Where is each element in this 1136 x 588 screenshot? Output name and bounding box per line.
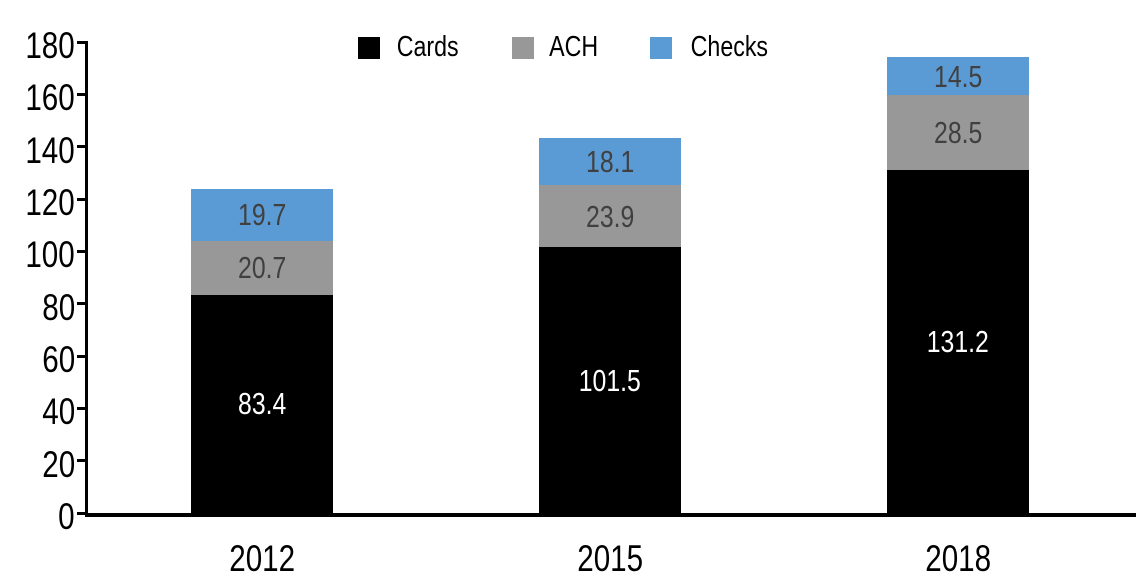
bar-segment-ach-2018: 28.5: [887, 95, 1029, 170]
bar-segment-checks-2012: 19.7: [191, 189, 333, 241]
y-tick-label: 120: [25, 182, 75, 223]
data-label: 83.4: [237, 386, 287, 422]
data-label: 19.7: [237, 197, 287, 233]
legend-swatch-icon: [357, 36, 380, 59]
y-tick-mark: [77, 302, 88, 306]
y-tick-label: 140: [25, 129, 75, 171]
x-axis-line: [85, 513, 1136, 517]
y-tick-label: 100: [25, 234, 75, 276]
bar-segment-ach-2015: 23.9: [539, 184, 681, 248]
y-tick-mark: [77, 197, 88, 201]
y-tick-mark: [77, 92, 88, 96]
legend-item-cards: Cards: [357, 31, 466, 63]
y-tick-label: 40: [42, 391, 75, 433]
legend-swatch-icon: [650, 36, 673, 59]
data-label: 131.2: [926, 323, 990, 359]
bar-segment-checks-2015: 18.1: [539, 137, 681, 185]
legend-swatch-icon: [512, 36, 535, 59]
y-axis-line: [85, 42, 88, 517]
x-tick-label: 2012: [229, 538, 295, 579]
y-tick-mark: [77, 511, 88, 515]
legend-label: ACH: [549, 31, 599, 63]
x-tick-label: 2015: [577, 538, 643, 579]
data-label: 20.7: [237, 250, 287, 286]
chart-legend: Cards ACH Checks: [0, 33, 1136, 62]
bar-segment-cards-2018: 131.2: [887, 169, 1029, 513]
legend-label: Checks: [691, 31, 769, 63]
y-tick-label: 20: [42, 443, 75, 485]
bar-segment-checks-2018: 14.5: [887, 57, 1029, 96]
x-tick-label: 2018: [925, 538, 991, 579]
data-label: 14.5: [933, 58, 983, 94]
y-tick-label: 0: [58, 496, 75, 537]
y-tick-label: 80: [42, 286, 75, 328]
y-tick-mark: [77, 406, 88, 410]
y-tick-mark: [77, 354, 88, 358]
legend-label: Cards: [396, 31, 459, 63]
y-tick-label: 160: [25, 77, 75, 119]
y-tick-mark: [77, 40, 88, 44]
data-label: 23.9: [585, 198, 635, 234]
data-label: 18.1: [585, 143, 635, 179]
bar-segment-cards-2012: 83.4: [191, 294, 333, 513]
data-label: 28.5: [933, 114, 983, 150]
y-tick-label: 60: [42, 339, 75, 380]
y-tick-mark: [77, 249, 88, 253]
legend-item-checks: Checks: [650, 33, 778, 62]
y-tick-label: 180: [25, 25, 75, 66]
legend-item-ach: ACH: [512, 33, 604, 62]
y-tick-mark: [77, 459, 88, 463]
y-tick-mark: [77, 145, 88, 149]
bar-segment-ach-2012: 20.7: [191, 240, 333, 295]
data-label: 101.5: [578, 362, 642, 398]
bar-segment-cards-2015: 101.5: [539, 247, 681, 513]
